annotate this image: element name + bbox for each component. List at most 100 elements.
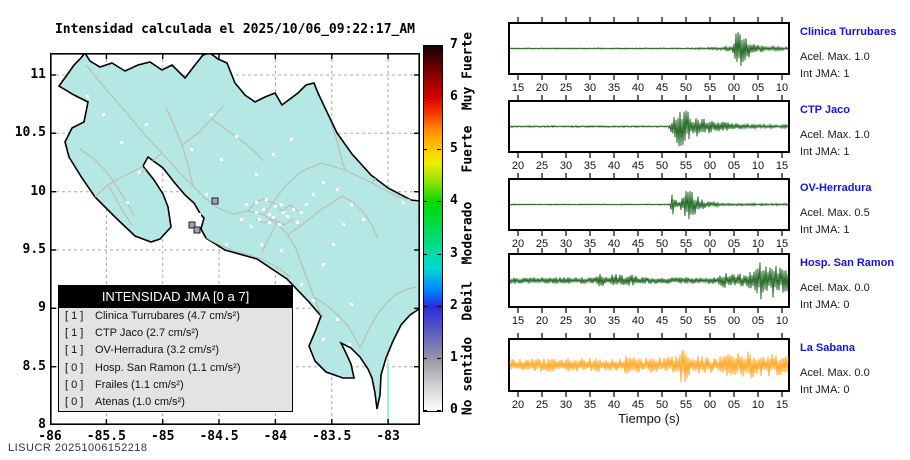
plot-x-tick-label: 25	[535, 238, 549, 250]
station-name: Hosp. San Ramon	[800, 257, 895, 269]
station-name: OV-Herradura	[800, 182, 872, 194]
plot-x-tick-label: 25	[559, 315, 573, 327]
plot-x-tick-label: 50	[679, 315, 693, 327]
plot-x-tick-label: 15	[775, 160, 789, 172]
map-x-tick-label: -86	[38, 429, 62, 444]
plot-x-tick-label: 35	[583, 160, 597, 172]
plot-x-tick-label: 20	[511, 238, 525, 250]
plot-frame	[508, 100, 790, 153]
colorbar-tick-mark	[423, 305, 427, 307]
map-x-tick-label: -83.5	[312, 429, 352, 444]
plot-x-tick-label: 40	[631, 82, 645, 94]
plot-x-tick-label: 45	[655, 82, 669, 94]
seismogram-plot	[508, 248, 790, 313]
colorbar-category-label: Moderado	[460, 201, 476, 265]
colorbar-tick-label: 2	[450, 297, 458, 313]
plot-x-tick-label: 30	[559, 399, 573, 411]
waveform-panel: 15 20 25 30 35 40 45 50 55 00 05 10 Clinica Turrubar…	[508, 17, 910, 101]
station-name: CTP Jaco	[800, 104, 850, 116]
seismogram-trace	[509, 190, 789, 220]
seismogram-plot	[508, 17, 790, 80]
legend-item-intensity: [ 1 ]	[65, 327, 84, 340]
seismogram-trace	[509, 110, 789, 147]
plot-x-tick-label: 35	[607, 82, 621, 94]
plot-x-tick-label: 50	[655, 238, 669, 250]
map-y-tick-label: 10.5	[14, 125, 46, 141]
station-int-jma: Int JMA: 0	[800, 384, 850, 396]
seismogram-plot	[508, 333, 790, 397]
intensity-legend: INTENSIDAD JMA [0 a 7] [ 1 ] Clinica Turr…	[58, 285, 293, 413]
colorbar-tick-mark	[423, 149, 427, 151]
plot-x-tick-label: 35	[607, 315, 621, 327]
plot-x-tick-label: 25	[535, 160, 549, 172]
plot-x-tick-label: 10	[751, 160, 765, 172]
colorbar-tick-mark	[437, 410, 441, 411]
plot-x-tick-label: 20	[535, 315, 549, 327]
map-x-tick-label: -84.5	[199, 429, 239, 444]
legend-item-intensity: [ 1 ]	[65, 310, 84, 322]
legend-item: [ 1 ] Clinica Turrubares (4.7 cm/s²)	[59, 308, 292, 325]
colorbar-tick-label: 5	[450, 141, 458, 157]
plot-x-tick-label: 00	[727, 82, 741, 94]
station-int-jma: Int JMA: 1	[800, 146, 850, 158]
legend-item: [ 1 ] CTP Jaco (2.7 cm/s²)	[59, 325, 292, 342]
station-acel-max: Acel. Max. 1.0	[800, 129, 870, 141]
colorbar-tick-mark	[437, 305, 441, 307]
colorbar-tick-label: 1	[450, 349, 458, 365]
station-int-jma: Int JMA: 1	[800, 224, 850, 236]
colorbar-tick-mark	[437, 357, 441, 359]
station-name: Clinica Turrubares	[800, 26, 897, 38]
plot-x-tick-label: 35	[583, 238, 597, 250]
map-axis-ticks	[50, 53, 420, 425]
plot-x-tick-label: 50	[655, 160, 669, 172]
station-acel-max: Acel. Max. 0.0	[800, 367, 870, 379]
plot-x-tick-label: 30	[559, 238, 573, 250]
legend-item-label: Frailes (1.1 cm/s²)	[95, 378, 184, 391]
colorbar-tick-mark	[423, 357, 427, 359]
waveform-panel: 20 25 30 35 40 45 50 55 00 05 10 15 OV-Herradura Acel…	[508, 173, 910, 257]
plot-x-tick-label: 15	[511, 82, 525, 94]
legend-item: [ 0 ] Hosp. San Ramon (1.1 cm/s²)	[59, 360, 292, 377]
legend-item-label: Clinica Turrubares (4.7 cm/s²)	[95, 310, 240, 322]
plot-x-tick-label: 35	[583, 399, 597, 411]
plot-x-tick-label: 05	[751, 82, 765, 94]
intensity-station-markers	[188, 197, 219, 234]
plot-frame	[508, 178, 790, 231]
legend-item: [ 0 ] Frailes (1.1 cm/s²)	[59, 377, 292, 394]
colorbar-tick-mark	[423, 45, 427, 46]
plot-axis-ticks	[517, 333, 783, 397]
map-x-tick-label: -85	[150, 429, 175, 444]
legend-header: INTENSIDAD JMA [0 a 7]	[59, 286, 292, 308]
road-network	[79, 64, 417, 349]
plot-x-tick-label: 45	[631, 160, 645, 172]
colorbar-category-label: Fuerte	[460, 125, 476, 173]
intensity-colorbar	[423, 45, 443, 412]
waveform-panel: 20 25 30 35 40 45 50 55 00 05 10 15 CTP Jaco Acel. Ma…	[508, 95, 910, 179]
colorbar-tick-label: 3	[450, 245, 458, 261]
plot-x-tick-label: 25	[559, 82, 573, 94]
waveform-panel: 15 20 25 30 35 40 45 50 55 00 05 10 Hosp. San Ramon A…	[508, 248, 910, 334]
colorbar-tick-mark	[423, 201, 427, 203]
plot-x-tick-label: 40	[607, 238, 621, 250]
map-x-tick-label: -85.5	[86, 429, 126, 444]
plot-x-tick-label: 55	[679, 160, 693, 172]
plot-x-tick-label: 30	[559, 160, 573, 172]
station-dots	[86, 95, 405, 366]
plot-x-tick-label: 00	[727, 315, 741, 327]
plot-x-tick-label: 55	[703, 315, 717, 327]
plot-x-tick-label: 50	[679, 82, 693, 94]
plot-x-tick-label: 40	[607, 160, 621, 172]
colorbar-tick-mark	[437, 149, 441, 151]
colorbar-tick-mark	[423, 410, 427, 411]
map-y-tick-label: 8	[38, 417, 46, 432]
colorbar-tick-mark	[423, 97, 427, 99]
legend-item: [ 0 ] Atenas (1.0 cm/s²)	[59, 394, 292, 411]
colorbar-category-label: Debil	[460, 280, 476, 321]
legend-item-intensity: [ 0 ]	[65, 378, 84, 391]
plot-frame	[508, 22, 790, 75]
plot-x-tick-label: 50	[655, 399, 669, 411]
plot-x-tick-label: 25	[535, 399, 549, 411]
legend-item-label: OV-Herradura (3.2 cm/s²)	[95, 344, 220, 357]
plot-x-tick-label: 00	[703, 160, 717, 172]
